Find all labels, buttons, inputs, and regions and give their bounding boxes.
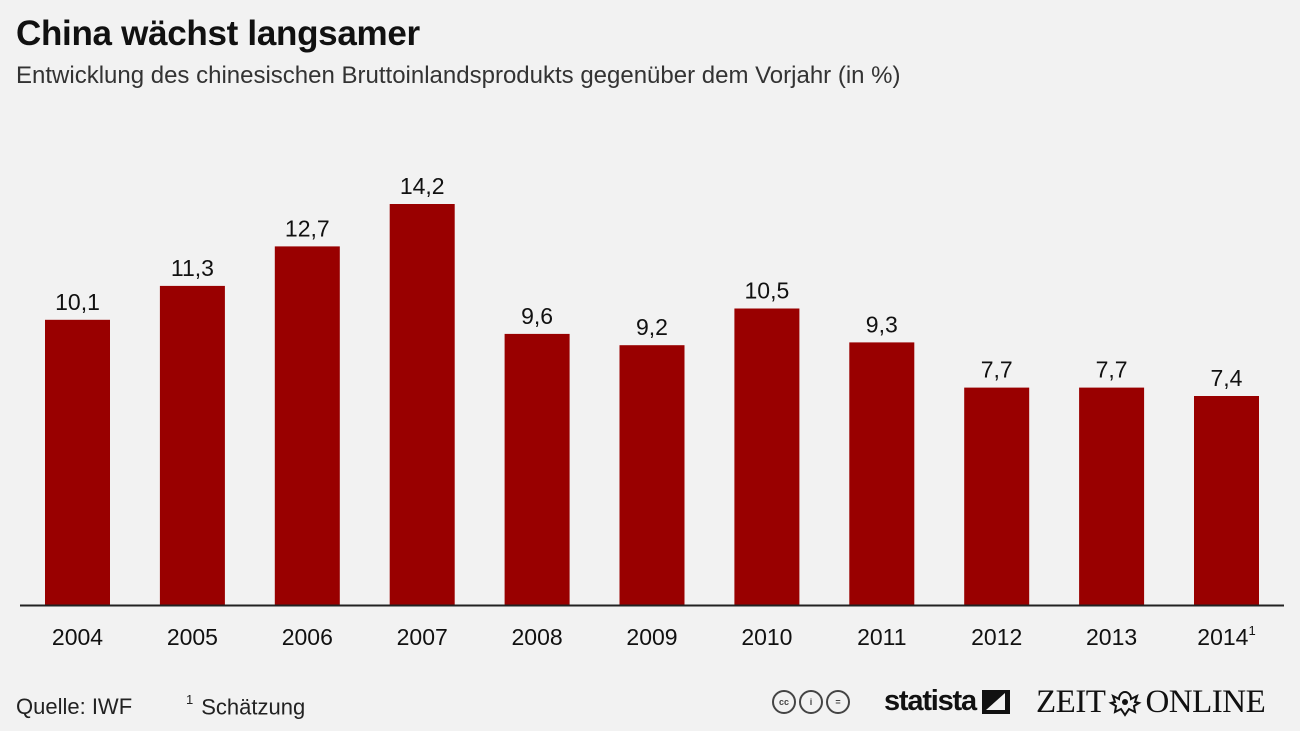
bar-2009 (619, 345, 685, 605)
license-icons[interactable]: cc i = (772, 690, 850, 714)
footnote-mark-2014: 1 (1248, 623, 1255, 638)
x-tick-2014: 20141 (1197, 623, 1255, 650)
value-label-2010: 10,5 (745, 278, 790, 304)
x-tick-2013: 2013 (1086, 624, 1137, 650)
value-label-2012: 7,7 (981, 357, 1013, 383)
x-tick-2006: 2006 (282, 624, 333, 650)
x-tick-2012: 2012 (971, 624, 1022, 650)
x-tick-2004: 2004 (52, 624, 103, 650)
footnote-mark: 1 (186, 692, 194, 707)
online-wordmark: ONLINE (1145, 684, 1266, 720)
chart-title: China wächst langsamer (16, 14, 420, 53)
x-tick-2008: 2008 (512, 624, 563, 650)
x-tick-2009: 2009 (626, 624, 677, 650)
zeit-wordmark: ZEIT (1036, 684, 1106, 720)
footnote: 1 Schätzung (186, 692, 306, 720)
statista-icon (981, 689, 1010, 714)
x-tick-2011: 2011 (857, 624, 906, 650)
zeit-online-logo[interactable]: ZEIT ONLINE (1036, 684, 1266, 721)
footnote-text: Schätzung (201, 694, 306, 720)
value-label-2005: 11,3 (171, 255, 214, 281)
eagle-emblem-icon (1107, 688, 1143, 718)
value-label-2009: 9,2 (636, 314, 668, 340)
cc-icon[interactable]: cc (772, 690, 796, 714)
value-labels-group: 10,1 11,3 12,7 14,2 9,6 9,2 10,5 9,3 7,7 7,7 7,4 (55, 173, 1243, 391)
bar-2008 (504, 333, 570, 605)
chart-subtitle: Entwicklung des chinesischen Bruttoinlan… (16, 62, 901, 89)
x-tick-labels-group: 2004 2005 2006 2007 2008 2009 2010 2011 2012 2013… (52, 623, 1256, 650)
value-label-2011: 9,3 (866, 311, 898, 337)
bar-2011 (849, 342, 915, 605)
x-tick-2007: 2007 (397, 624, 448, 650)
by-icon[interactable]: i (799, 690, 823, 714)
bar-2012 (964, 387, 1030, 605)
statista-wordmark: statista (884, 685, 977, 717)
bar-2006 (274, 246, 340, 605)
bar-2014 (1194, 396, 1259, 605)
bar-2010 (734, 308, 800, 605)
statista-logo[interactable]: statista (884, 685, 1010, 718)
x-tick-2010: 2010 (741, 624, 792, 650)
source-label: Quelle: IWF (16, 694, 133, 719)
nd-icon[interactable]: = (826, 690, 850, 714)
bars-group (45, 204, 1259, 605)
value-label-2006: 12,7 (285, 215, 330, 241)
x-tick-2005: 2005 (167, 624, 218, 650)
value-label-2007: 14,2 (400, 173, 445, 199)
bar-2005 (159, 285, 225, 605)
value-label-2014: 7,4 (1211, 365, 1243, 391)
bar-2007 (389, 204, 455, 605)
value-label-2004: 10,1 (55, 289, 100, 315)
value-label-2008: 9,6 (521, 303, 553, 329)
value-label-2013: 7,7 (1096, 357, 1128, 383)
bar-2004 (45, 319, 110, 605)
bar-2013 (1079, 387, 1145, 605)
